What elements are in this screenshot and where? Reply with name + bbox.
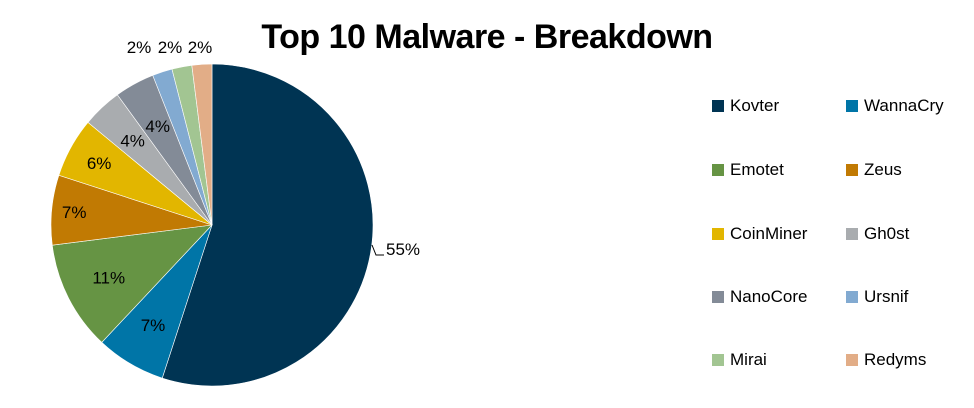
legend-label: NanoCore xyxy=(730,287,808,306)
data-label-mirai: 2% xyxy=(158,38,183,57)
data-label-gh0st: 4% xyxy=(120,131,145,150)
legend-item-redyms: Redyms xyxy=(846,350,926,370)
pie-slice-redyms xyxy=(191,63,213,226)
legend-swatch xyxy=(712,228,724,240)
data-label-kovter: 55% xyxy=(386,240,420,259)
legend-label: WannaCry xyxy=(864,96,944,115)
legend-label: Gh0st xyxy=(864,224,910,243)
legend-swatch xyxy=(712,354,724,366)
chart-title: Top 10 Malware - Breakdown xyxy=(261,18,713,56)
data-label-emotet: 11% xyxy=(92,269,125,288)
legend-label: CoinMiner xyxy=(730,224,808,243)
data-label-ursnif: 2% xyxy=(127,38,152,57)
legend-label: Mirai xyxy=(730,350,767,369)
data-label-coinminer: 6% xyxy=(87,154,112,173)
data-label-wannacry: 7% xyxy=(141,316,166,335)
legend-swatch xyxy=(846,228,858,240)
pie-slice-emotet xyxy=(51,224,213,343)
data-label-nanocore: 4% xyxy=(145,117,170,136)
legend-item-emotet: Emotet xyxy=(712,160,784,180)
legend-item-nanocore: NanoCore xyxy=(712,287,808,307)
leader-line xyxy=(371,244,384,256)
legend-swatch xyxy=(846,354,858,366)
legend-swatch xyxy=(712,291,724,303)
legend-label: Emotet xyxy=(730,160,784,179)
legend-label: Redyms xyxy=(864,350,927,369)
legend-label: Zeus xyxy=(864,160,902,179)
data-label-zeus: 7% xyxy=(62,203,87,222)
legend-swatch xyxy=(846,164,858,176)
legend-swatch xyxy=(712,164,724,176)
legend-label: Kovter xyxy=(730,96,780,115)
legend-item-gh0st: Gh0st xyxy=(846,224,909,244)
data-label-redyms: 2% xyxy=(188,38,213,57)
legend-item-wannacry: WannaCry xyxy=(846,96,944,116)
legend-item-zeus: Zeus xyxy=(846,160,902,180)
legend-item-kovter: Kovter xyxy=(712,96,779,116)
legend-swatch xyxy=(846,100,858,112)
legend-label: Ursnif xyxy=(864,287,909,306)
legend-swatch xyxy=(712,100,724,112)
legend-item-mirai: Mirai xyxy=(712,350,767,370)
pie-slice-kovter xyxy=(161,63,374,387)
legend-item-ursnif: Ursnif xyxy=(846,287,908,307)
legend-swatch xyxy=(846,291,858,303)
legend-item-coinminer: CoinMiner xyxy=(712,224,807,244)
